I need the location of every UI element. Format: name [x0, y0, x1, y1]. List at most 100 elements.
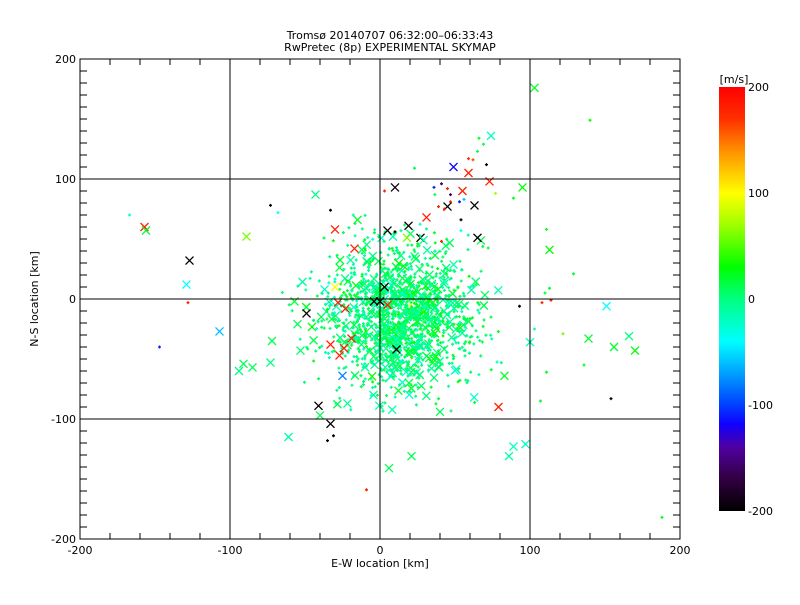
data-point-plus-marker	[609, 397, 613, 401]
data-point-plus-marker	[462, 294, 466, 298]
data-point-x-marker	[367, 371, 377, 381]
data-point-plus-marker	[352, 272, 356, 276]
data-point-plus-marker	[425, 262, 429, 266]
data-point-plus-marker	[437, 397, 441, 401]
data-point-x-marker	[445, 238, 455, 248]
data-point-plus-marker	[395, 368, 399, 372]
x-tick-label: -100	[218, 544, 243, 557]
data-point-plus-marker	[381, 409, 385, 413]
data-point-x-marker	[380, 282, 389, 292]
data-point-plus-marker	[474, 329, 478, 333]
data-point-plus-marker	[403, 293, 407, 297]
data-point-plus-marker	[412, 248, 416, 252]
data-point-plus-marker	[415, 302, 419, 306]
data-point-plus-marker	[457, 315, 461, 319]
data-point-x-marker	[433, 284, 443, 294]
data-point-plus-marker	[417, 376, 421, 380]
data-point-plus-marker	[413, 348, 417, 352]
data-point-plus-marker	[446, 305, 450, 309]
data-point-plus-marker	[392, 277, 396, 281]
data-point-plus-marker	[447, 320, 451, 324]
data-point-x-marker	[315, 410, 325, 420]
data-point-plus-marker	[398, 281, 402, 285]
colorbar-tick-label: 100	[748, 187, 769, 200]
data-point-plus-marker	[495, 360, 499, 364]
data-point-plus-marker	[348, 306, 352, 310]
data-point-plus-marker	[394, 267, 398, 271]
data-point-plus-marker	[374, 323, 378, 327]
data-point-x-marker	[530, 83, 539, 93]
data-point-plus-marker	[416, 324, 420, 328]
data-point-plus-marker	[343, 334, 347, 338]
data-point-plus-marker	[476, 149, 479, 153]
data-point-plus-marker	[441, 281, 445, 285]
data-point-x-marker	[234, 366, 244, 376]
data-point-x-marker	[602, 301, 611, 311]
data-point-plus-marker	[445, 356, 449, 360]
data-point-plus-marker	[449, 409, 453, 413]
data-point-x-marker	[370, 281, 380, 291]
data-point-plus-marker	[382, 358, 386, 362]
data-point-x-marker	[343, 398, 352, 408]
data-point-plus-marker	[287, 303, 291, 307]
data-point-plus-marker	[471, 158, 475, 162]
data-point-plus-marker	[414, 394, 418, 398]
data-point-x-marker	[457, 328, 467, 338]
data-point-plus-marker	[362, 339, 366, 343]
data-point-plus-marker	[395, 331, 399, 335]
data-point-x-marker	[242, 232, 251, 242]
data-point-plus-marker	[298, 337, 302, 341]
data-point-plus-marker	[434, 402, 438, 406]
data-point-x-marker	[362, 240, 372, 250]
data-point-plus-marker	[533, 327, 536, 331]
data-point-plus-marker	[386, 267, 390, 271]
data-point-plus-marker	[391, 249, 395, 253]
data-point-plus-marker	[353, 315, 357, 319]
data-point-x-marker	[509, 442, 518, 452]
data-point-plus-marker	[412, 340, 416, 344]
data-point-plus-marker	[386, 271, 390, 275]
data-point-plus-marker	[372, 294, 376, 298]
data-point-x-marker	[387, 405, 397, 415]
data-point-plus-marker	[412, 345, 416, 349]
data-point-plus-marker	[458, 294, 462, 298]
data-point-plus-marker	[417, 284, 421, 288]
data-point-x-marker	[391, 335, 401, 345]
data-point-x-marker	[402, 233, 412, 243]
data-point-plus-marker	[443, 346, 447, 350]
data-point-plus-marker	[411, 331, 415, 335]
data-point-plus-marker	[324, 302, 328, 306]
data-point-plus-marker	[459, 218, 463, 222]
data-point-plus-marker	[339, 282, 343, 286]
data-point-plus-marker	[317, 377, 321, 381]
data-point-plus-marker	[398, 322, 402, 326]
data-point-plus-marker	[386, 311, 390, 315]
data-point-plus-marker	[382, 262, 386, 266]
data-point-plus-marker	[470, 316, 474, 320]
data-point-plus-marker	[352, 320, 356, 324]
data-point-x-marker	[347, 334, 356, 344]
data-point-x-marker	[416, 381, 426, 391]
data-point-plus-marker	[456, 286, 460, 290]
data-point-plus-marker	[410, 348, 414, 352]
data-point-plus-marker	[329, 299, 333, 303]
data-point-plus-marker	[459, 279, 463, 283]
data-point-plus-marker	[350, 343, 354, 347]
data-point-x-marker	[185, 256, 194, 266]
data-point-plus-marker	[432, 315, 436, 319]
data-point-plus-marker	[413, 166, 416, 170]
data-point-plus-marker	[360, 227, 364, 231]
data-point-plus-marker	[344, 342, 348, 346]
data-point-plus-marker	[327, 281, 331, 285]
data-point-plus-marker	[308, 276, 312, 280]
data-point-plus-marker	[355, 359, 359, 363]
data-point-plus-marker	[362, 277, 366, 281]
colorbar-tick-label: -200	[748, 505, 773, 518]
data-point-plus-marker	[351, 262, 355, 266]
data-point-plus-marker	[419, 293, 423, 297]
data-point-plus-marker	[410, 341, 414, 345]
data-point-plus-marker	[326, 351, 330, 355]
data-point-x-marker	[460, 301, 470, 311]
data-point-x-marker	[388, 279, 398, 289]
data-point-plus-marker	[413, 250, 417, 254]
